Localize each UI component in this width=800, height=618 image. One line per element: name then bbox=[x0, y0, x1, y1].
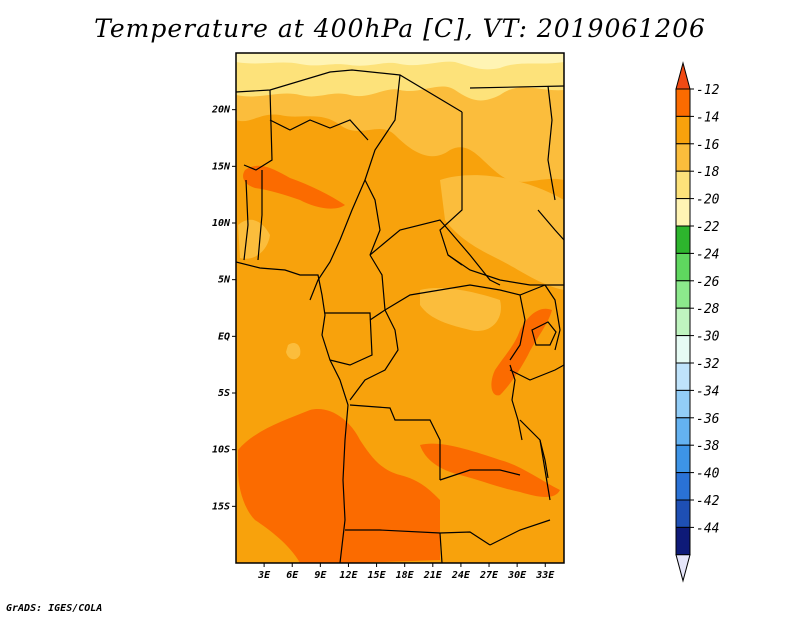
lon-tick-label: 27E bbox=[479, 570, 499, 581]
colorbar-label: -30 bbox=[696, 330, 720, 345]
border-lake-victoria bbox=[531, 321, 557, 346]
border-congo-drc bbox=[349, 309, 399, 401]
colorbar-bin bbox=[675, 198, 691, 227]
lat-tick-label: 5N bbox=[218, 275, 231, 286]
lat-tick-label: 15N bbox=[212, 161, 231, 172]
lat-tick-label: EQ bbox=[218, 331, 230, 342]
lat-tick-label: 5S bbox=[218, 388, 230, 399]
colorbar-label: -44 bbox=[696, 521, 719, 536]
colorbar-label: -14 bbox=[696, 110, 719, 125]
border-angola-zambia bbox=[439, 469, 521, 481]
colorbar-bin bbox=[675, 143, 691, 172]
field-warm-nw bbox=[243, 165, 345, 209]
credit-text: GrADS: IGES/COLA bbox=[6, 603, 103, 614]
colorbar-label: -36 bbox=[696, 412, 720, 427]
border-mali-niger bbox=[243, 89, 273, 171]
lon-tick-label: 6E bbox=[286, 570, 299, 581]
lon-tick-label: 24E bbox=[451, 570, 471, 581]
border-chad-car bbox=[369, 219, 501, 286]
border-togo bbox=[243, 179, 249, 261]
colorbar-bin bbox=[675, 88, 691, 117]
border-tanzania bbox=[509, 364, 564, 381]
border-zambia-zimbabwe bbox=[489, 519, 551, 546]
border-drc-angola bbox=[349, 404, 441, 480]
field-patch-east-light bbox=[440, 175, 564, 290]
border-east-sudan bbox=[547, 85, 556, 201]
colorbar-label: -22 bbox=[696, 220, 720, 235]
map-frame bbox=[235, 52, 565, 564]
colorbar-bin bbox=[675, 252, 691, 282]
colorbar-bin bbox=[675, 389, 691, 419]
border-lake-malawi bbox=[539, 439, 549, 479]
lat-tick-label: 20N bbox=[211, 105, 231, 116]
colorbar-label: -34 bbox=[696, 384, 719, 399]
colorbar-label: -12 bbox=[696, 83, 720, 98]
field-warm-rift bbox=[491, 308, 552, 396]
border-coast-west bbox=[236, 261, 349, 563]
colorbar: -12 -14 -16 -18 -20 -22 -24 -26 -28 -30 -32 -34 -36 -… bbox=[675, 61, 720, 583]
colorbar-top-triangle bbox=[675, 61, 691, 90]
field-patch-sw-light bbox=[286, 343, 301, 360]
country-borders bbox=[236, 69, 564, 563]
border-uganda-kenya bbox=[544, 284, 561, 351]
lon-tick-label: 30E bbox=[507, 570, 527, 581]
colorbar-bottom-triangle bbox=[675, 554, 691, 583]
border-lake-tanganyika bbox=[509, 364, 523, 441]
colorbar-label: -32 bbox=[696, 357, 720, 372]
border-cameroon-car bbox=[369, 254, 386, 321]
colorbar-label: -38 bbox=[696, 439, 720, 454]
colorbar-bin bbox=[675, 280, 691, 309]
border-algeria-niger bbox=[236, 69, 463, 113]
colorbar-bin bbox=[675, 417, 691, 446]
field-region-north-palest bbox=[236, 53, 564, 70]
field-warm-south bbox=[238, 409, 440, 563]
lon-tick-label: 33E bbox=[535, 570, 555, 581]
colorbar-label: -42 bbox=[696, 494, 720, 509]
colorbar-bin bbox=[675, 307, 691, 337]
lat-tick-label: 10N bbox=[212, 218, 231, 229]
border-ethiopia bbox=[537, 209, 564, 241]
colorbar-bin bbox=[675, 444, 691, 474]
lon-tick-label: 15E bbox=[368, 570, 387, 581]
colorbar-bin bbox=[675, 115, 691, 145]
lon-tick-label: 12E bbox=[339, 570, 358, 581]
lon-tick-label: 21E bbox=[423, 570, 443, 581]
border-namibia-south bbox=[439, 532, 443, 563]
lon-tick-label: 9E bbox=[314, 570, 327, 581]
border-zambia-malawi bbox=[519, 419, 551, 501]
colorbar-bin bbox=[675, 526, 691, 556]
colorbar-label: -24 bbox=[696, 247, 719, 262]
colorbar-label: -40 bbox=[696, 467, 720, 482]
longitude-axis: 3E 6E 9E 12E 15E 18E 21E 24E 27E 30E 33E bbox=[257, 563, 555, 581]
map-title: Temperature at 400hPa [C], VT: 201906120… bbox=[94, 14, 706, 43]
border-sudan-ss bbox=[447, 254, 564, 286]
border-gabon bbox=[325, 312, 373, 366]
field-patch-center-light bbox=[420, 288, 501, 331]
lat-tick-label: 10S bbox=[212, 445, 230, 456]
colorbar-label: -26 bbox=[696, 275, 720, 290]
field-patch-west-light bbox=[238, 219, 270, 259]
colorbar-bin bbox=[675, 335, 691, 364]
latitude-axis: 20N 15N 10N 5N EQ 5S 10S 15S bbox=[211, 105, 236, 512]
border-benin bbox=[257, 170, 263, 261]
lat-tick-label: 15S bbox=[212, 501, 230, 512]
border-niger-nigeria bbox=[269, 119, 369, 141]
colorbar-bin bbox=[675, 170, 691, 200]
colorbar-bin bbox=[675, 499, 691, 528]
colorbar-label: -28 bbox=[696, 302, 720, 317]
lon-tick-label: 3E bbox=[257, 570, 271, 581]
colorbar-bin bbox=[675, 362, 691, 391]
colorbar-label: -20 bbox=[696, 193, 720, 208]
border-nigeria-cameroon bbox=[309, 179, 366, 301]
colorbar-label: -16 bbox=[696, 138, 720, 153]
colorbar-bin bbox=[675, 472, 691, 501]
colorbar-bin bbox=[675, 225, 691, 254]
colorbar-label: -18 bbox=[696, 165, 720, 180]
border-drc-uganda bbox=[509, 294, 526, 361]
temperature-field bbox=[236, 53, 564, 563]
lon-tick-label: 18E bbox=[396, 570, 415, 581]
